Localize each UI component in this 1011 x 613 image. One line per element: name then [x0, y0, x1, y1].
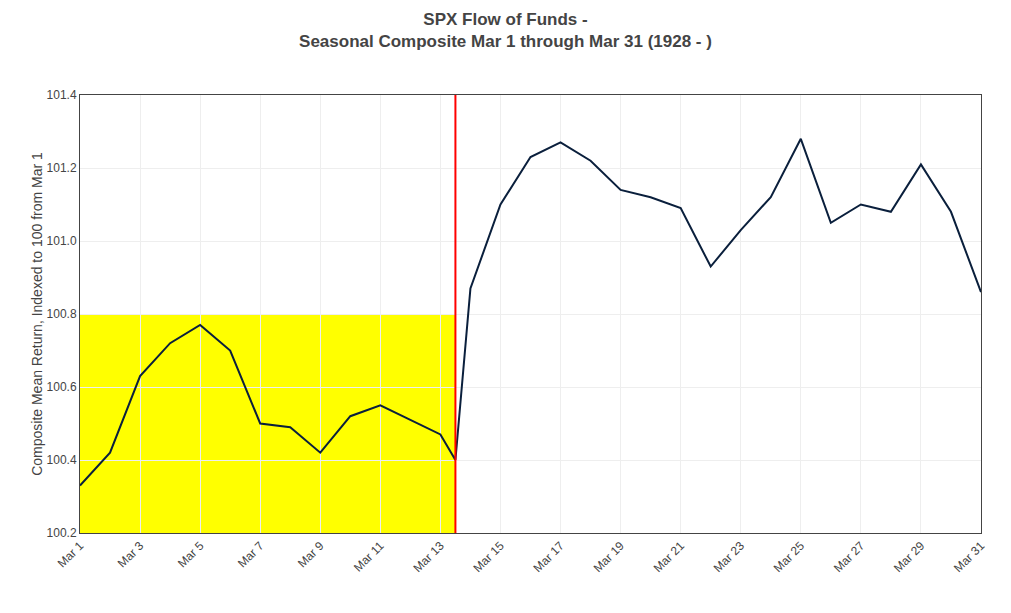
svg-text:Mar 25: Mar 25 [771, 539, 808, 576]
svg-text:Mar 7: Mar 7 [235, 539, 267, 571]
svg-text:Mar 11: Mar 11 [351, 539, 387, 575]
svg-text:101.0: 101.0 [47, 234, 77, 248]
svg-text:Mar 19: Mar 19 [591, 539, 628, 576]
svg-text:Mar 29: Mar 29 [891, 539, 928, 576]
svg-text:Mar 1: Mar 1 [55, 539, 87, 571]
svg-text:Mar 27: Mar 27 [831, 539, 868, 576]
svg-text:100.4: 100.4 [47, 453, 77, 467]
svg-text:Mar 17: Mar 17 [531, 539, 568, 576]
svg-text:101.4: 101.4 [47, 88, 77, 102]
svg-text:100.2: 100.2 [47, 526, 77, 540]
svg-text:Mar 3: Mar 3 [115, 539, 147, 571]
svg-text:100.8: 100.8 [47, 307, 77, 321]
svg-text:101.2: 101.2 [47, 161, 77, 175]
svg-text:Mar 13: Mar 13 [410, 539, 447, 576]
svg-text:100.6: 100.6 [47, 380, 77, 394]
svg-text:Mar 15: Mar 15 [471, 539, 508, 576]
svg-text:Composite Mean Return, Indexed: Composite Mean Return, Indexed to 100 fr… [29, 152, 45, 476]
svg-text:Mar 21: Mar 21 [651, 539, 688, 576]
svg-text:Mar 23: Mar 23 [711, 539, 748, 576]
svg-text:Mar 9: Mar 9 [295, 539, 327, 571]
svg-text:Mar 5: Mar 5 [175, 539, 207, 571]
svg-text:SPX Flow of Funds -Seasonal Co: SPX Flow of Funds -Seasonal Composite Ma… [299, 10, 712, 51]
svg-text:Mar 31: Mar 31 [951, 539, 988, 576]
